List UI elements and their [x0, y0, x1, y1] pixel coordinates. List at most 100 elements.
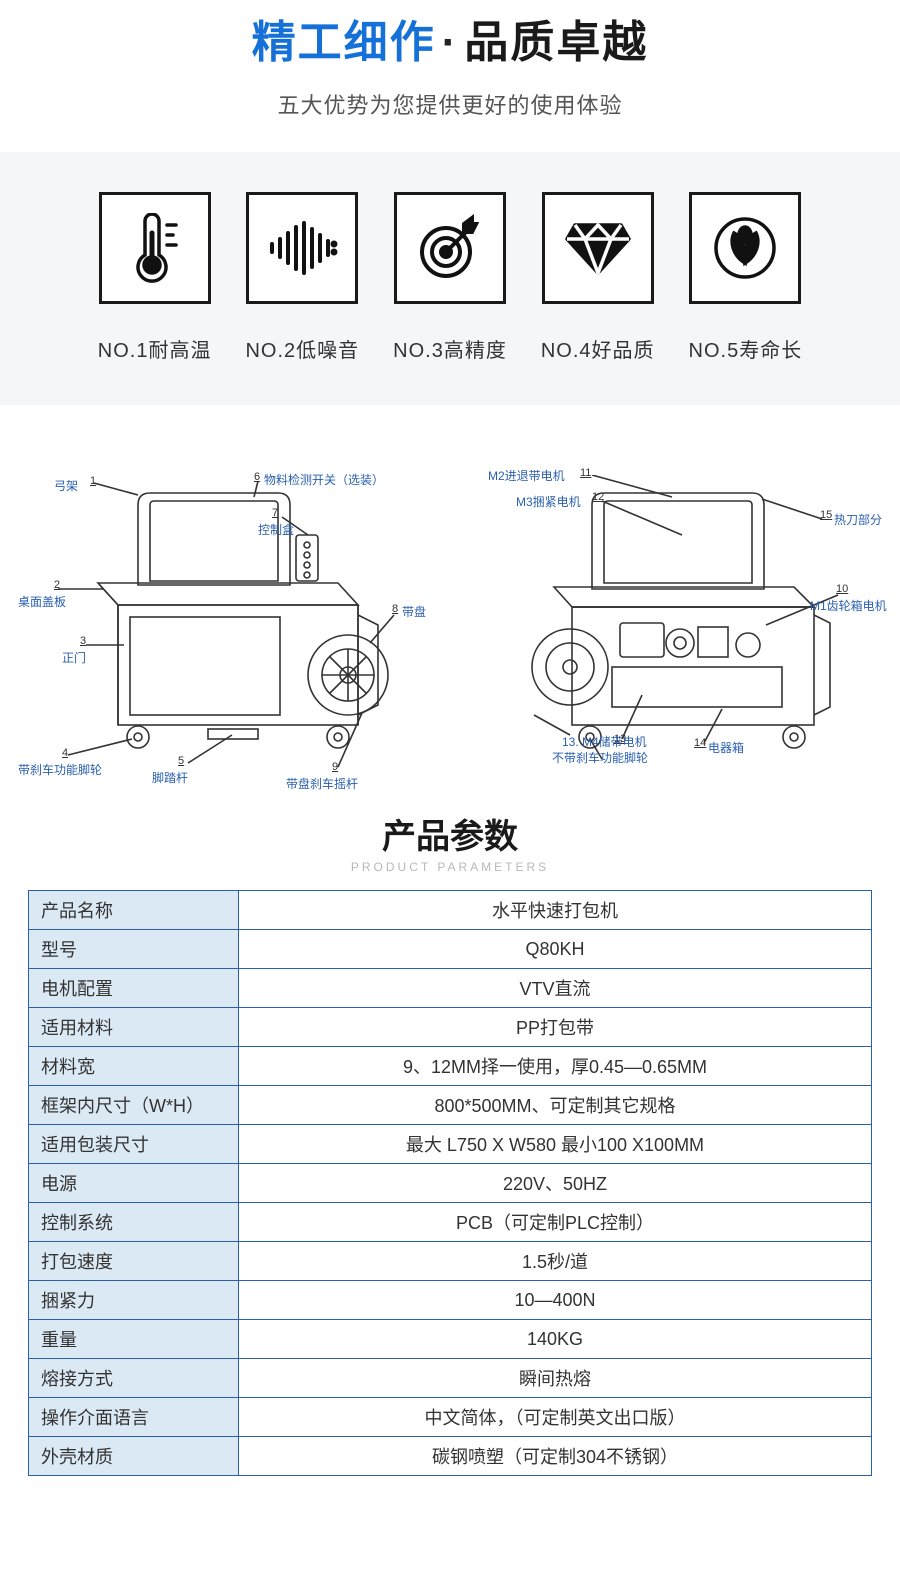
table-row: 控制系统PCB（可定制PLC控制） — [29, 1203, 872, 1242]
param-value: 碳钢喷塑（可定制304不锈钢） — [239, 1437, 872, 1476]
param-value: 水平快速打包机 — [239, 891, 872, 930]
param-label: 操作介面语言 — [29, 1398, 239, 1437]
feature-label: NO.2低噪音 — [245, 334, 359, 363]
callout-num: 10 — [836, 583, 848, 595]
callout-num: 11 — [580, 467, 591, 479]
callout-num: 8 — [392, 603, 398, 615]
callout-label: 物料检测开关（选装） — [264, 471, 384, 488]
feature-item-2: NO.2低噪音 — [245, 192, 359, 363]
callout-label: 弓架 — [54, 477, 78, 494]
param-value: 220V、50HZ — [239, 1164, 872, 1203]
callout-num: 5 — [178, 755, 184, 767]
callout-num: 9 — [332, 761, 338, 773]
callout-num: 1 — [90, 475, 96, 487]
features-row: NO.1耐高温 — [0, 192, 900, 363]
table-row: 熔接方式瞬间热熔 — [29, 1359, 872, 1398]
callout-label: 热刀部分 — [834, 511, 882, 528]
feature-label: NO.3高精度 — [393, 334, 507, 363]
title-separator: · — [442, 18, 459, 67]
parameters-table: 产品名称水平快速打包机型号Q80KH电机配置VTV直流适用材料PP打包带材料宽9… — [28, 890, 872, 1476]
callout-label: 13. M4储带电机 — [562, 733, 647, 750]
param-value: 中文简体，（可定制英文出口版） — [239, 1398, 872, 1437]
diagram-left: 1 弓架 2 桌面盖板 3 正门 4 带刹车功能脚轮 5 脚踏杆 6 物料检测开… — [18, 475, 448, 785]
callout-label: 电器箱 — [708, 739, 744, 756]
param-value: 1.5秒/道 — [239, 1242, 872, 1281]
callout-label: M3捆紧电机 — [516, 493, 581, 510]
callout-label: 控制盒 — [258, 521, 294, 538]
table-row: 产品名称水平快速打包机 — [29, 891, 872, 930]
table-row: 外壳材质碳钢喷塑（可定制304不锈钢） — [29, 1437, 872, 1476]
thermometer-icon — [99, 192, 211, 304]
param-value: 9、12MM择一使用，厚0.45—0.65MM — [239, 1047, 872, 1086]
callout-label: 不带刹车功能脚轮 — [552, 749, 648, 766]
param-label: 打包速度 — [29, 1242, 239, 1281]
machine-right-drawing — [462, 475, 882, 785]
callout-label: 脚踏杆 — [152, 769, 188, 786]
callout-num: 6 — [254, 471, 260, 483]
param-label: 外壳材质 — [29, 1437, 239, 1476]
callout-label: M2进退带电机 — [488, 467, 565, 484]
target-icon — [394, 192, 506, 304]
table-row: 捆紧力10—400N — [29, 1281, 872, 1320]
diagram-section: 1 弓架 2 桌面盖板 3 正门 4 带刹车功能脚轮 5 脚踏杆 6 物料检测开… — [0, 405, 900, 805]
param-label: 控制系统 — [29, 1203, 239, 1242]
callout-label: 带盘刹车摇杆 — [286, 775, 358, 792]
param-value: PCB（可定制PLC控制） — [239, 1203, 872, 1242]
param-label: 适用包装尺寸 — [29, 1125, 239, 1164]
machine-left-drawing — [18, 475, 448, 785]
diagram-right: 11 M2进退带电机 12 M3捆紧电机 15 热刀部分 10 M1齿轮箱电机 … — [462, 475, 882, 785]
callout-num: 12 — [592, 491, 604, 503]
parameters-subtitle: PRODUCT PARAMETERS — [0, 860, 900, 874]
soundwave-icon — [246, 192, 358, 304]
features-strip: NO.1耐高温 — [0, 152, 900, 405]
callout-num: 14 — [694, 737, 706, 749]
param-value: 瞬间热熔 — [239, 1359, 872, 1398]
diamond-icon — [542, 192, 654, 304]
title-blue-part: 精工细作 — [252, 18, 436, 67]
param-label: 框架内尺寸（W*H） — [29, 1086, 239, 1125]
table-row: 电机配置VTV直流 — [29, 969, 872, 1008]
param-label: 电机配置 — [29, 969, 239, 1008]
table-row: 重量140KG — [29, 1320, 872, 1359]
param-value: VTV直流 — [239, 969, 872, 1008]
feature-item-1: NO.1耐高温 — [98, 192, 212, 363]
parameters-title: 产品参数 — [0, 809, 900, 858]
table-row: 适用包装尺寸最大 L750 X W580 最小100 X100MM — [29, 1125, 872, 1164]
param-value: 800*500MM、可定制其它规格 — [239, 1086, 872, 1125]
param-value: Q80KH — [239, 930, 872, 969]
callout-label: 带刹车功能脚轮 — [18, 761, 102, 778]
param-value: 140KG — [239, 1320, 872, 1359]
callout-label: M1齿轮箱电机 — [810, 597, 887, 614]
param-label: 捆紧力 — [29, 1281, 239, 1320]
param-value: PP打包带 — [239, 1008, 872, 1047]
param-label: 型号 — [29, 930, 239, 969]
param-label: 适用材料 — [29, 1008, 239, 1047]
param-value: 最大 L750 X W580 最小100 X100MM — [239, 1125, 872, 1164]
feature-item-4: NO.4好品质 — [541, 192, 655, 363]
feature-label: NO.1耐高温 — [98, 334, 212, 363]
callout-num: 15 — [820, 509, 832, 521]
feature-label: NO.4好品质 — [541, 334, 655, 363]
callout-num: 7 — [272, 507, 278, 519]
header-subtitle: 五大优势为您提供更好的使用体验 — [0, 88, 900, 120]
callout-label: 桌面盖板 — [18, 593, 66, 610]
header-section: 精工细作·品质卓越 五大优势为您提供更好的使用体验 — [0, 0, 900, 140]
param-label: 材料宽 — [29, 1047, 239, 1086]
callout-label: 正门 — [62, 649, 86, 666]
param-value: 10—400N — [239, 1281, 872, 1320]
feature-item-3: NO.3高精度 — [393, 192, 507, 363]
param-label: 电源 — [29, 1164, 239, 1203]
callout-num: 3 — [80, 635, 86, 647]
callout-num: 4 — [62, 747, 68, 759]
table-row: 打包速度1.5秒/道 — [29, 1242, 872, 1281]
parameters-section: 产品参数 PRODUCT PARAMETERS 产品名称水平快速打包机型号Q80… — [0, 805, 900, 1506]
param-label: 重量 — [29, 1320, 239, 1359]
param-label: 产品名称 — [29, 891, 239, 930]
table-row: 电源220V、50HZ — [29, 1164, 872, 1203]
callout-label: 带盘 — [402, 603, 426, 620]
table-row: 型号Q80KH — [29, 930, 872, 969]
table-row: 框架内尺寸（W*H）800*500MM、可定制其它规格 — [29, 1086, 872, 1125]
table-row: 操作介面语言中文简体，（可定制英文出口版） — [29, 1398, 872, 1437]
leaf-icon — [689, 192, 801, 304]
feature-label: NO.5寿命长 — [689, 334, 803, 363]
